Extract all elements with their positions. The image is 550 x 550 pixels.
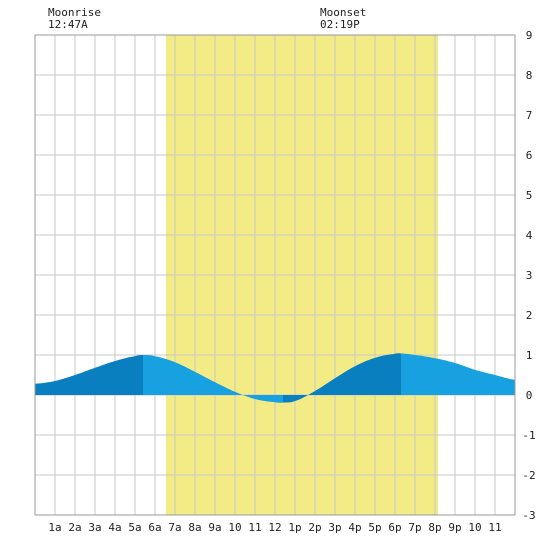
x-tick-label: 9p: [448, 521, 461, 534]
x-tick-label: 5p: [368, 521, 381, 534]
x-tick-label: 3p: [328, 521, 341, 534]
y-tick-label: 8: [526, 69, 533, 82]
y-tick-label: 4: [526, 229, 533, 242]
plot-frame-layer: [34, 34, 516, 516]
x-tick-label: 10: [468, 521, 481, 534]
y-tick-label: -3: [522, 509, 535, 522]
moonset-label: Moonset: [320, 6, 367, 19]
tide-area-light: [143, 355, 283, 403]
plot-frame: [34, 34, 516, 516]
tide-area-layer: [35, 353, 515, 403]
y-tick-label: -2: [522, 469, 535, 482]
x-axis-labels: 1a 2a 3a 4a 5a 6a 7a 8a 9a 10 11 12 1p 2p 3p 4p 5p 6p 7p 8p…: [48, 521, 501, 534]
y-tick-label: 7: [526, 109, 533, 122]
x-tick-label: 5a: [128, 521, 141, 534]
tide-area-dark: [283, 353, 401, 403]
x-tick-label: 3a: [88, 521, 101, 534]
y-axis-labels: -3 -2 -1 0 1 2 3 4 5 6 7 8 9: [522, 29, 535, 522]
moonrise-time: 12:47A: [48, 18, 88, 31]
y-tick-label: 1: [526, 349, 533, 362]
x-tick-label: 6p: [388, 521, 401, 534]
x-tick-label: 4a: [108, 521, 121, 534]
y-tick-label: 9: [526, 29, 533, 42]
y-tick-label: 5: [526, 189, 533, 202]
y-tick-label: 6: [526, 149, 533, 162]
x-tick-label: 6a: [148, 521, 161, 534]
moonset-label-block: Moonset 02:19P: [320, 7, 366, 31]
tide-area-light: [401, 353, 515, 395]
moonrise-label-block: Moonrise 12:47A: [48, 7, 101, 31]
x-tick-label: 2p: [308, 521, 321, 534]
x-tick-label: 10: [228, 521, 241, 534]
y-tick-label: -1: [522, 429, 535, 442]
grid-layer: [35, 35, 515, 515]
x-tick-label: 2a: [68, 521, 81, 534]
x-tick-label: 11: [248, 521, 261, 534]
moonrise-label: Moonrise: [48, 6, 101, 19]
x-tick-label: 7a: [168, 521, 181, 534]
y-tick-label: 0: [526, 389, 533, 402]
x-tick-label: 1a: [48, 521, 61, 534]
tide-area-dark: [35, 355, 143, 395]
x-tick-label: 7p: [408, 521, 421, 534]
x-tick-label: 12: [268, 521, 281, 534]
y-tick-label: 2: [526, 309, 533, 322]
y-tick-label: 3: [526, 269, 533, 282]
moonset-time: 02:19P: [320, 18, 360, 31]
x-tick-label: 1p: [288, 521, 301, 534]
x-tick-label: 8a: [188, 521, 201, 534]
x-tick-label: 11: [488, 521, 501, 534]
x-tick-label: 9a: [208, 521, 221, 534]
x-tick-label: 4p: [348, 521, 361, 534]
x-tick-label: 8p: [428, 521, 441, 534]
